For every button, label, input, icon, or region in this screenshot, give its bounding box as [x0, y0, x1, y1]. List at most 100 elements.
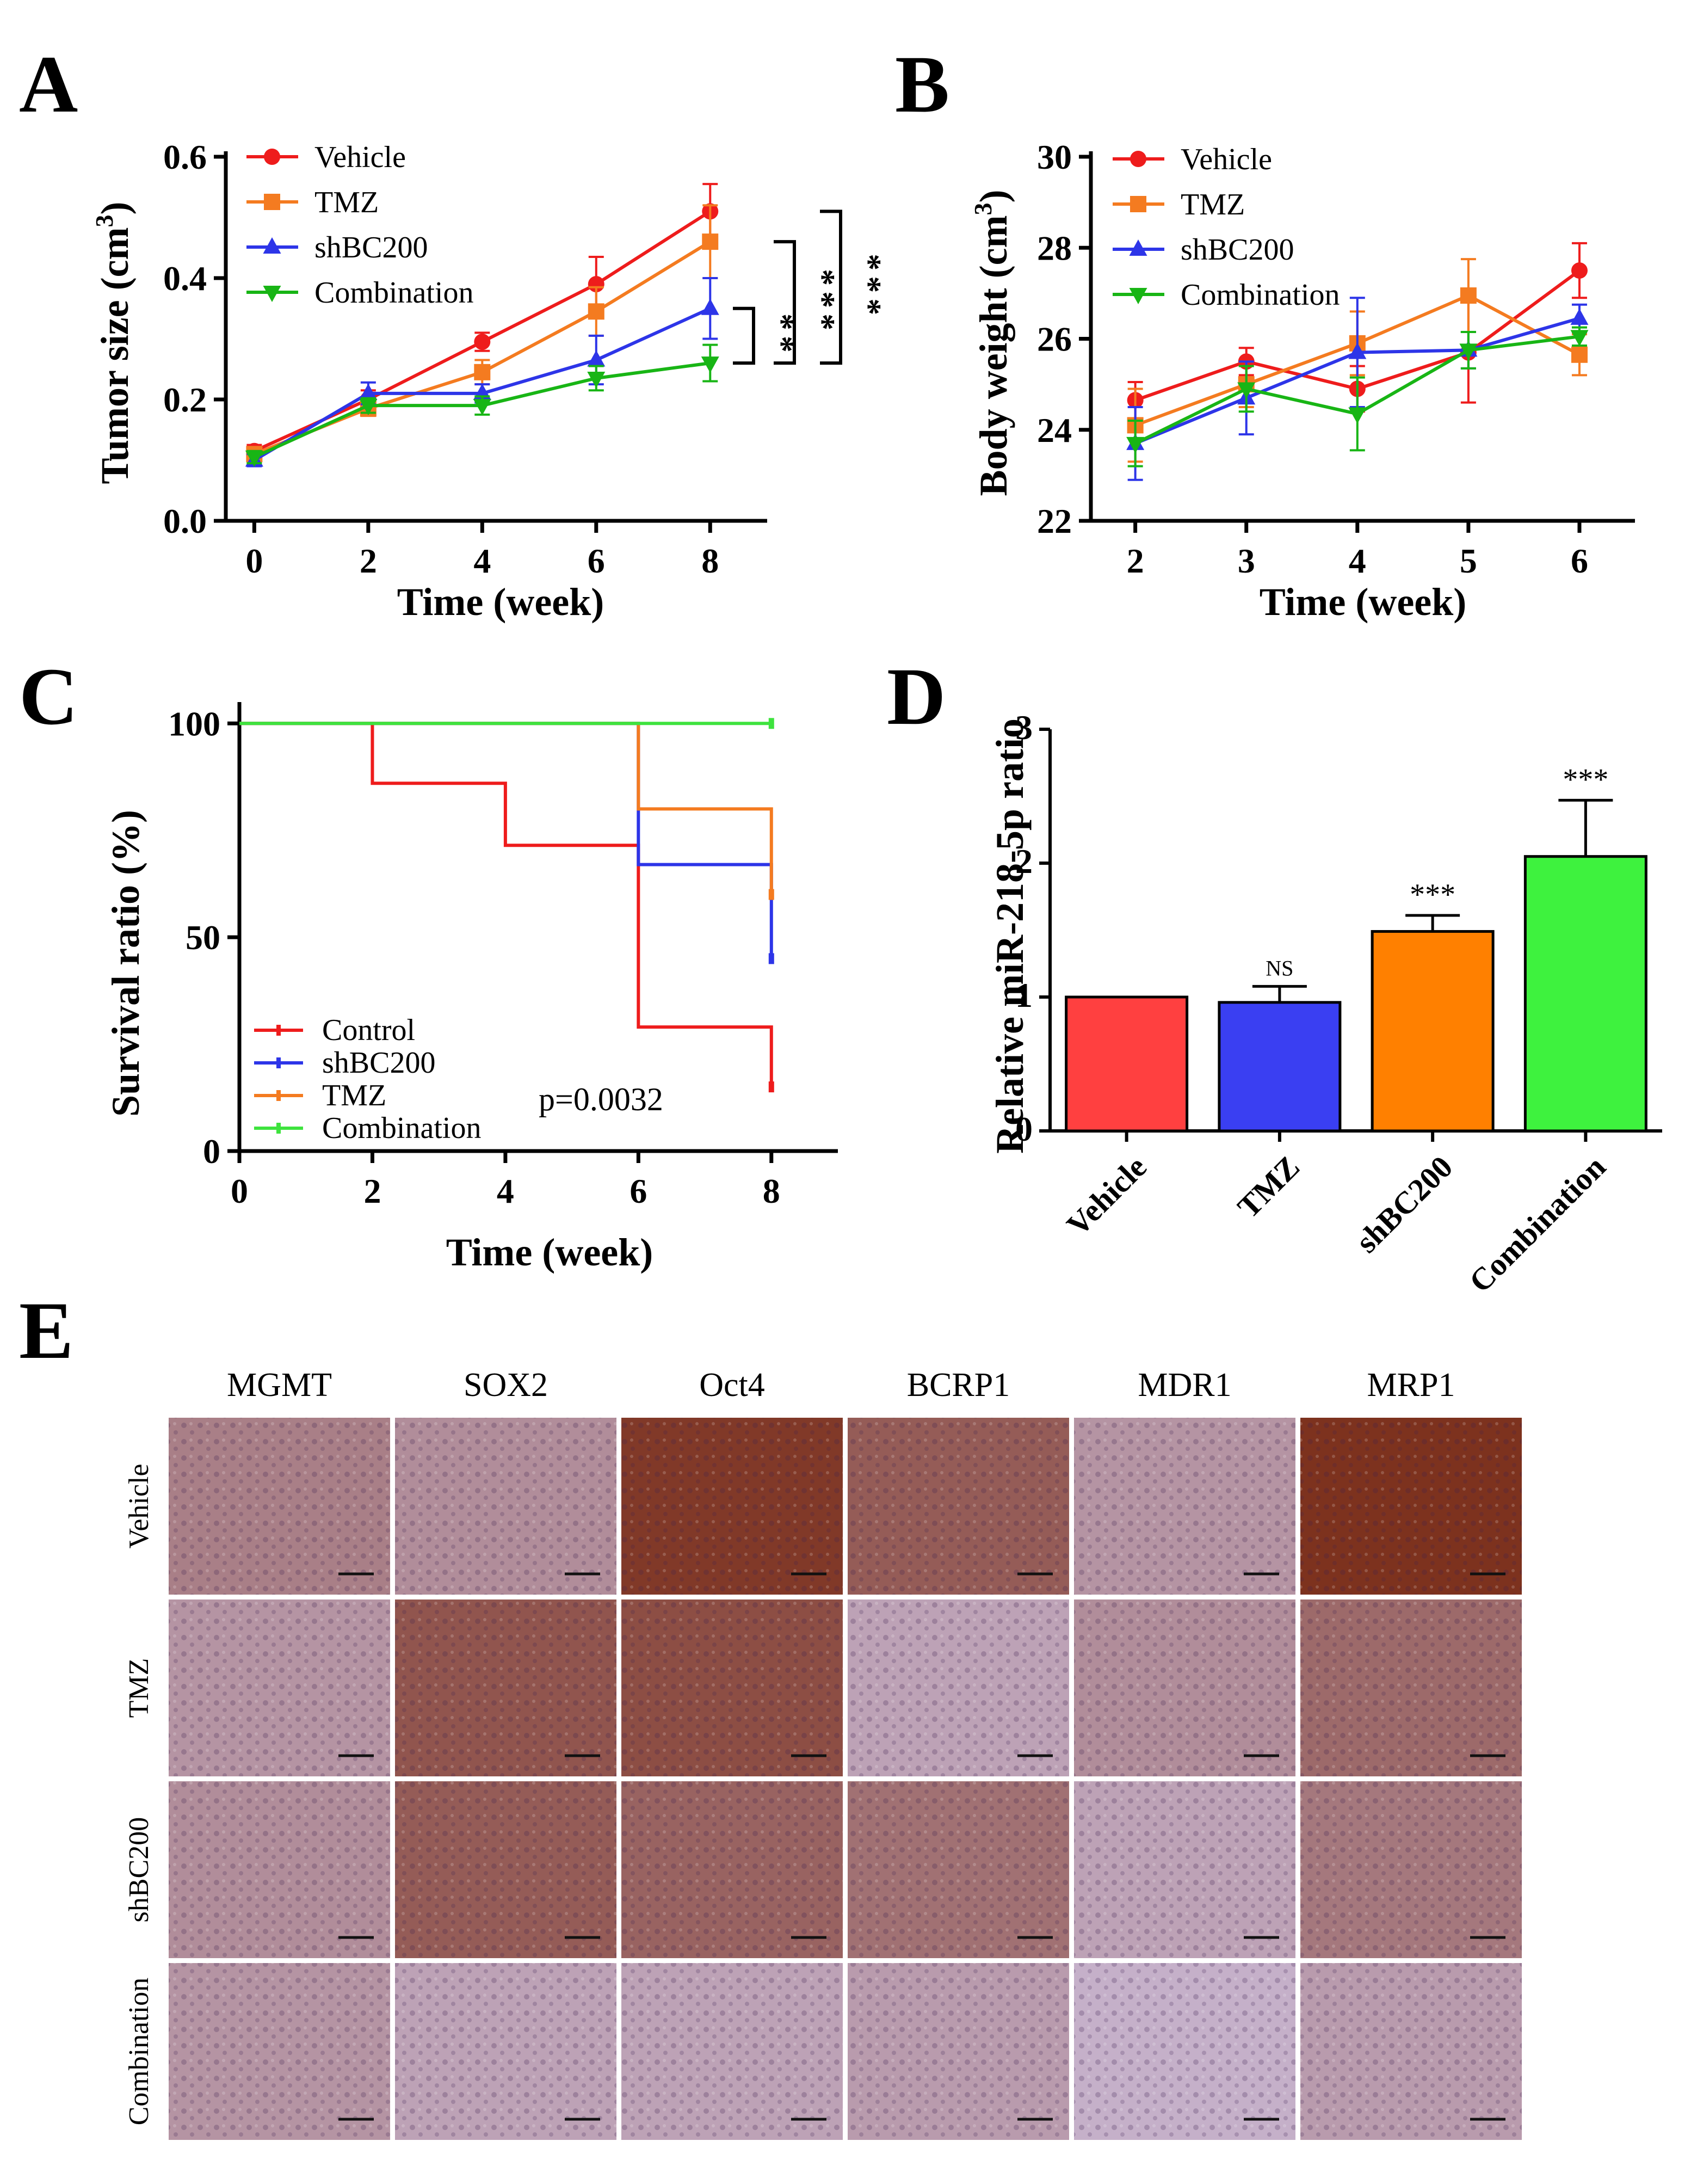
ihc-image-mrp1-vehicle: [1300, 1418, 1522, 1595]
legend-label: Combination: [322, 1111, 481, 1145]
panel-b-xlabel: Time (week): [1260, 580, 1467, 624]
ihc-texture: [169, 1599, 390, 1776]
x-tick-label: 4: [1349, 542, 1366, 580]
legend-label: Vehicle: [314, 140, 406, 174]
y-tick-label: 26: [1037, 320, 1072, 359]
ihc-image-oct4-shbc200: [621, 1781, 843, 1958]
ihc-row-label: TMZ: [124, 1658, 155, 1718]
ihc-texture: [848, 1599, 1069, 1776]
ihc-texture: [848, 1963, 1069, 2140]
y-tick-label: 50: [186, 918, 220, 957]
data-point: [473, 399, 491, 416]
bar-vehicle: [1065, 995, 1189, 1133]
ihc-column-label: BCRP1: [907, 1367, 1010, 1404]
ihc-texture: [621, 1963, 843, 2140]
panel-d-mir218: Relative miR-218-5p ratio 0123VehicleNST…: [988, 708, 1662, 1299]
x-tick-label: 5: [1460, 542, 1477, 580]
x-tick-label: 6: [1571, 542, 1588, 580]
ihc-image-mdr1-tmz: [1074, 1599, 1295, 1776]
legend-label: TMZ: [322, 1079, 386, 1112]
ihc-image-sox2-tmz: [395, 1599, 616, 1776]
data-point: [1348, 342, 1367, 359]
x-tick-label: 6: [630, 1172, 647, 1210]
significance-bracket: [774, 240, 796, 365]
legend-label: Combination: [1181, 278, 1340, 312]
panel-b-body-weight: Time (week) Body weight (cm3) 2224262830…: [969, 138, 1635, 624]
legend-label: Vehicle: [1181, 143, 1272, 176]
bar-tmz: [1218, 1001, 1342, 1133]
ihc-image-bcrp1-shbc200: [848, 1781, 1069, 1958]
y-tick-label: 28: [1037, 229, 1072, 267]
ihc-image-mrp1-combination: [1300, 1963, 1522, 2140]
significance-bracket: [733, 306, 755, 365]
panel-letter-e: E: [19, 1285, 73, 1376]
significance-bracket: [820, 210, 842, 365]
x-tick-label: 6: [588, 542, 605, 580]
legend-label: TMZ: [314, 186, 379, 219]
data-point: [588, 303, 604, 320]
ihc-texture: [169, 1963, 390, 2140]
series-vehicle: [246, 183, 719, 459]
ihc-texture: [395, 1781, 616, 1958]
ihc-column-label: Oct4: [699, 1367, 765, 1404]
y-tick-label: 0: [203, 1132, 220, 1171]
data-point: [1570, 330, 1589, 347]
series-combination: [1126, 326, 1589, 467]
ihc-image-oct4-combination: [621, 1963, 843, 2140]
x-tick-label: 8: [763, 1172, 780, 1210]
data-point: [701, 356, 719, 373]
ihc-image-bcrp1-tmz: [848, 1599, 1069, 1776]
ihc-image-mrp1-shbc200: [1300, 1781, 1522, 1958]
panel-a-xlabel: Time (week): [397, 580, 604, 624]
ihc-texture: [621, 1599, 843, 1776]
x-tick-label: 3: [1238, 542, 1255, 580]
series-combination: [245, 343, 719, 467]
x-tick-label: 8: [701, 542, 719, 580]
data-point: [474, 364, 491, 380]
y-tick-label: 30: [1037, 138, 1072, 176]
ihc-image-mdr1-vehicle: [1074, 1418, 1295, 1595]
ihc-image-sox2-vehicle: [395, 1418, 616, 1595]
panel-letter-c: C: [19, 651, 78, 742]
y-tick-label: 0.2: [163, 380, 207, 419]
ihc-texture: [621, 1781, 843, 1958]
ihc-column-label: MRP1: [1367, 1367, 1455, 1404]
legend-label: shBC200: [1181, 233, 1294, 267]
ihc-image-mgmt-combination: [169, 1963, 390, 2140]
y-tick-label: 100: [168, 704, 220, 743]
x-tick-label: 0: [245, 542, 263, 580]
ihc-image-mgmt-tmz: [169, 1599, 390, 1776]
ihc-texture: [848, 1418, 1069, 1595]
significance-label: ***: [804, 269, 841, 336]
panel-c-xlabel: Time (week): [446, 1231, 653, 1274]
ihc-texture: [169, 1418, 390, 1595]
ihc-image-mgmt-shbc200: [169, 1781, 390, 1958]
ihc-texture: [1300, 1963, 1522, 2140]
x-tick-label: 0: [231, 1172, 248, 1210]
panel-e-ihc-grid: MGMT SOX2 Oct4 BCRP1 MDR1 MRP1 Vehicle TMZ shBC2…: [124, 1367, 1522, 2140]
ihc-image-mgmt-vehicle: [169, 1418, 390, 1595]
ihc-texture: [1074, 1963, 1295, 2140]
significance-label: ***: [850, 254, 887, 321]
ihc-texture: [1074, 1781, 1295, 1958]
data-point: [1459, 343, 1478, 360]
panel-b-ylabel: Body weight (cm3): [969, 190, 1015, 496]
y-tick-label: 0.6: [163, 138, 207, 176]
panel-c-ylabel: Survival ratio (%): [104, 810, 147, 1117]
y-tick-label: 0.0: [163, 502, 207, 540]
panel-letter-b: B: [895, 39, 949, 130]
ihc-image-oct4-tmz: [621, 1599, 843, 1776]
ihc-texture: [848, 1781, 1069, 1958]
y-tick-label: 1: [1015, 976, 1033, 1014]
ihc-texture: [1300, 1599, 1522, 1776]
x-tick-label: Combination: [1462, 1149, 1612, 1299]
y-tick-label: 0.4: [163, 259, 207, 298]
panel-letter-d: D: [887, 651, 946, 742]
x-tick-label: shBC200: [1349, 1149, 1459, 1259]
y-tick-label: 24: [1037, 411, 1072, 450]
y-tick-label: 3: [1015, 708, 1033, 747]
data-point: [359, 383, 378, 400]
x-tick-label: 2: [360, 542, 377, 580]
ihc-texture: [395, 1418, 616, 1595]
legend-marker: [1130, 151, 1146, 167]
